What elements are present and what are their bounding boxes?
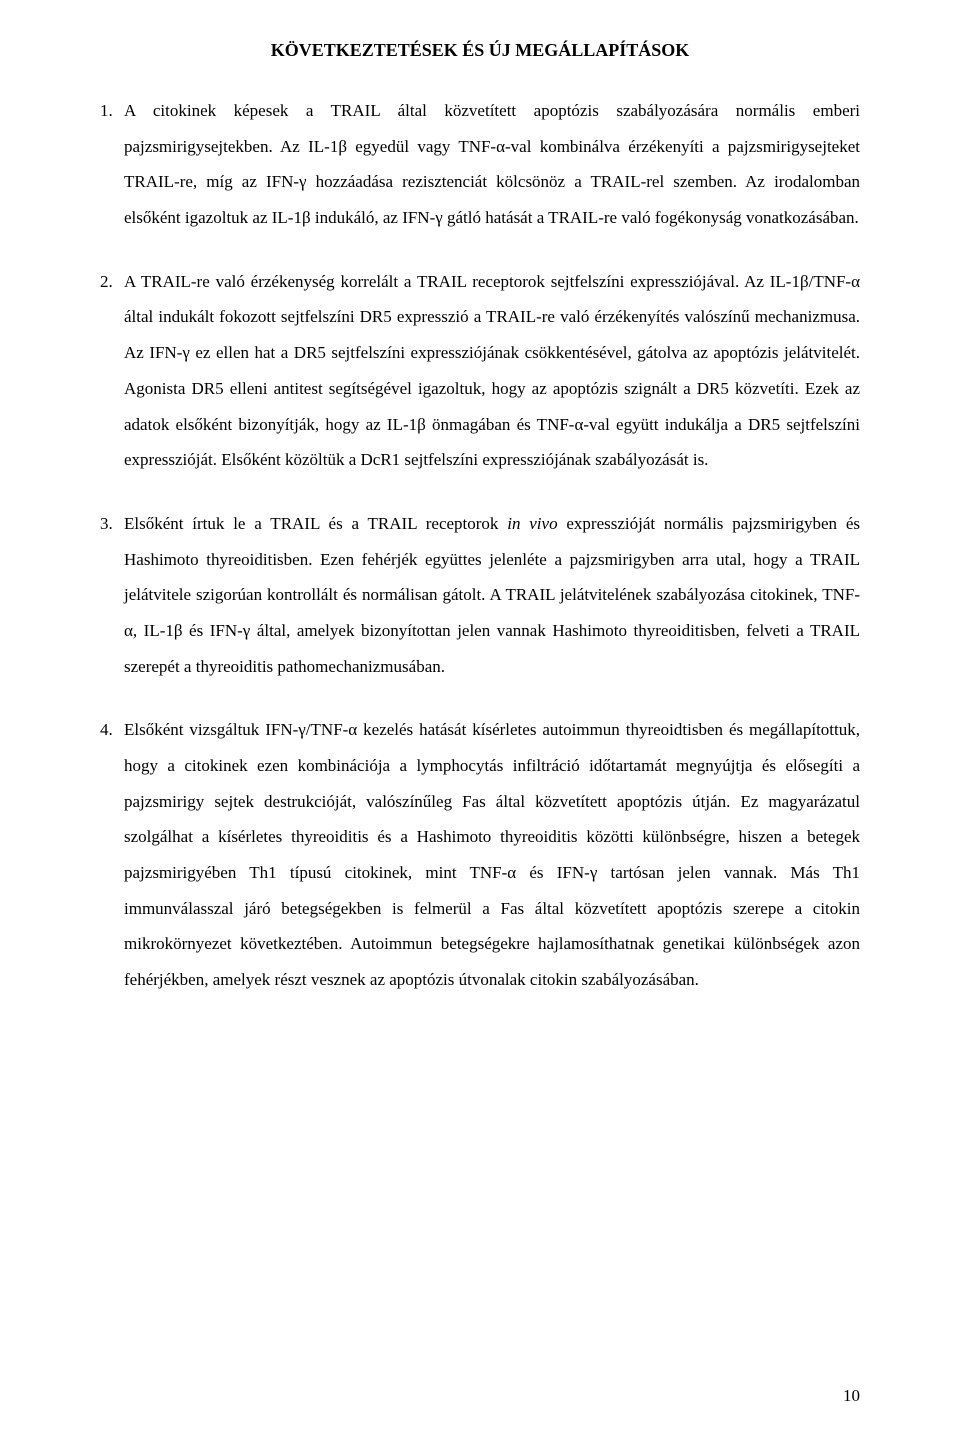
list-body: Elsőként írtuk le a TRAIL és a TRAIL rec… bbox=[124, 506, 860, 684]
list-item: 4. Elsőként vizsgáltuk IFN-γ/TNF-α kezel… bbox=[100, 712, 860, 998]
list-marker: 3. bbox=[100, 506, 124, 684]
page-title: KÖVETKEZTETÉSEK ÉS ÚJ MEGÁLLAPÍTÁSOK bbox=[100, 40, 860, 61]
list-body: A citokinek képesek a TRAIL által közvet… bbox=[124, 93, 860, 236]
list-item: 1. A citokinek képesek a TRAIL által köz… bbox=[100, 93, 860, 236]
page-number: 10 bbox=[843, 1386, 860, 1406]
list-marker: 4. bbox=[100, 712, 124, 998]
list-item: 2. A TRAIL-re való érzékenység korrelált… bbox=[100, 264, 860, 478]
list-marker: 2. bbox=[100, 264, 124, 478]
list-body: Elsőként vizsgáltuk IFN-γ/TNF-α kezelés … bbox=[124, 712, 860, 998]
list-marker: 1. bbox=[100, 93, 124, 236]
list-body: A TRAIL-re való érzékenység korrelált a … bbox=[124, 264, 860, 478]
list-item: 3. Elsőként írtuk le a TRAIL és a TRAIL … bbox=[100, 506, 860, 684]
